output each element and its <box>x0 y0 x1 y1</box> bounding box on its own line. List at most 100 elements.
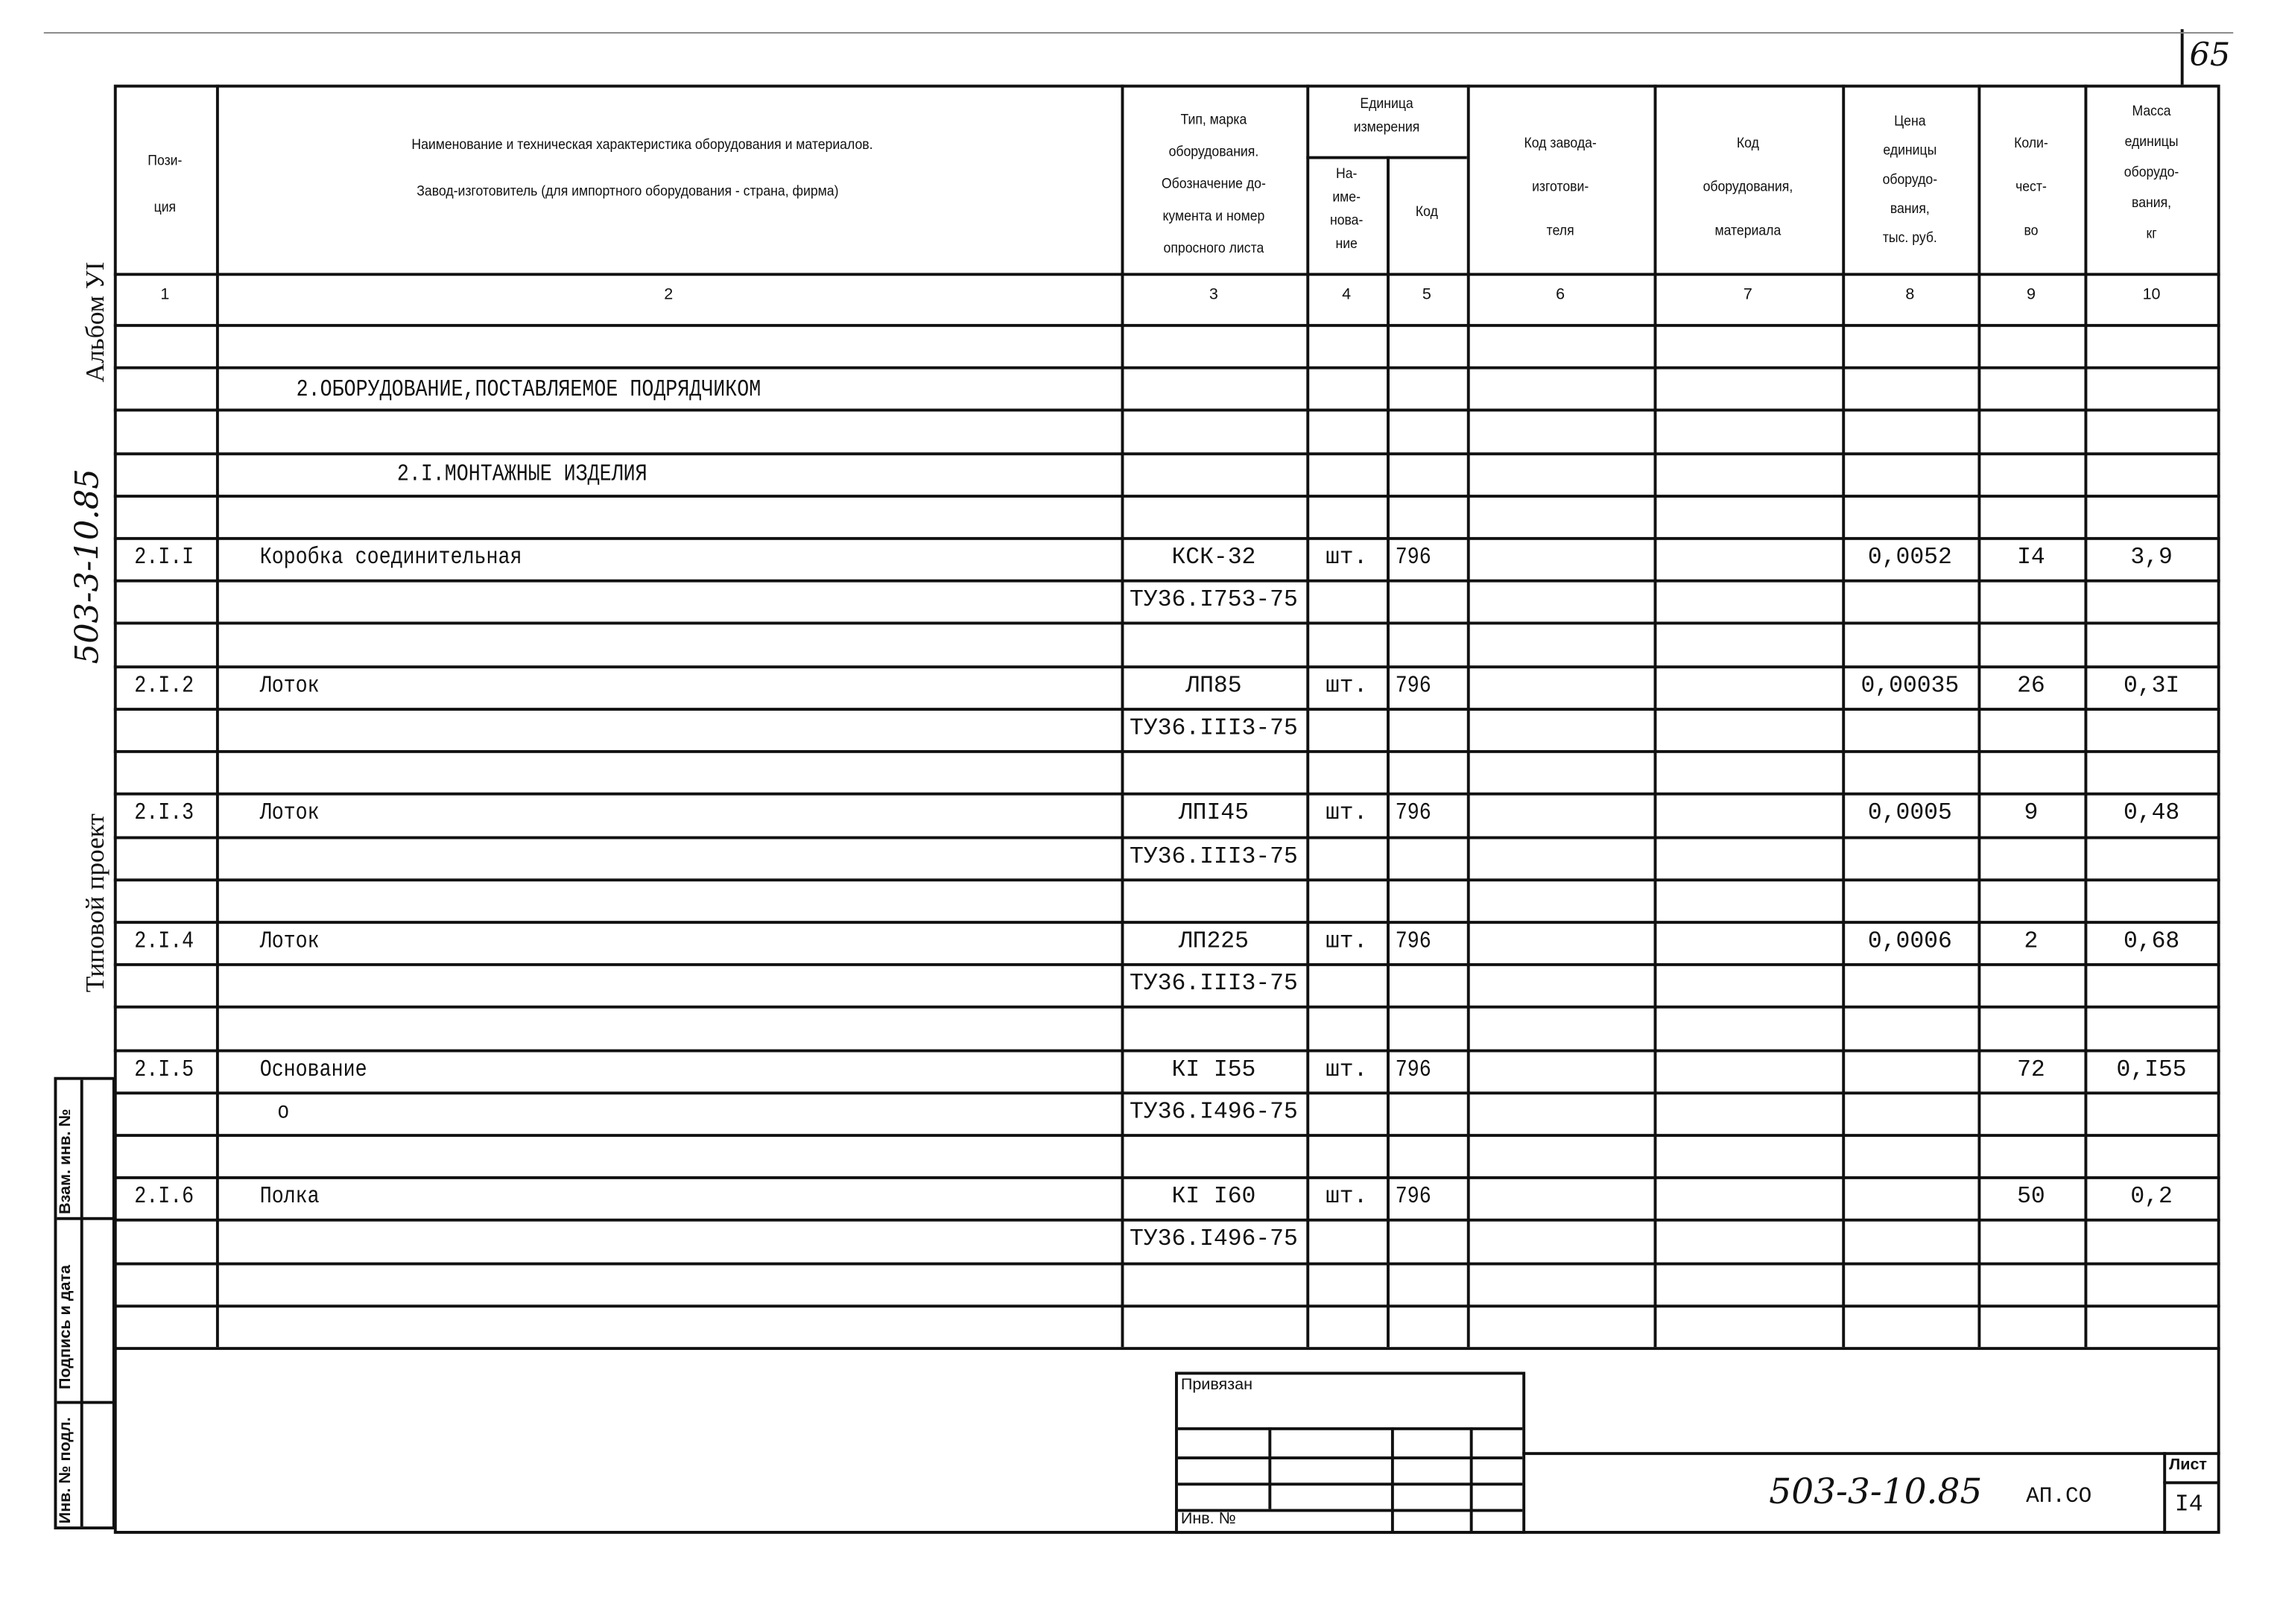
item-type: ЛП85 <box>1185 672 1242 699</box>
column-divider <box>1653 84 1657 1348</box>
row-divider <box>113 835 2220 839</box>
header-unit-group: Единица измерения <box>1353 96 1420 136</box>
attached-label: Привязан <box>1180 1376 1253 1394</box>
stamp-inv-label: Инв. № подл. <box>57 1417 75 1524</box>
document-code: 503-3-10.85 <box>1769 1471 1983 1512</box>
item-name: Основание <box>259 1056 367 1082</box>
row-divider <box>113 451 2220 455</box>
item-quantity: I4 <box>2017 544 2045 571</box>
column-number: 4 <box>1342 285 1352 304</box>
album-label: Альбом УI <box>80 261 110 383</box>
row-divider <box>113 1134 2220 1137</box>
item-quantity: 50 <box>2017 1184 2045 1211</box>
item-price: 0,0052 <box>1867 544 1952 571</box>
row-divider <box>113 920 2220 924</box>
row-divider <box>113 1006 2220 1009</box>
item-price: 0,00035 <box>1860 672 1960 699</box>
item-document: ТУ36.I496-75 <box>1130 1098 1298 1125</box>
header-mass: Масса единицы оборудо- вания, кг <box>2124 104 2179 243</box>
header-quantity: Коли- чест- во <box>2014 136 2048 240</box>
item-quantity: 72 <box>2017 1056 2045 1082</box>
item-mass: 0,2 <box>2130 1184 2173 1211</box>
header-name-line1: Наименование и техническая характеристик… <box>411 137 873 153</box>
column-number: 10 <box>2142 285 2161 304</box>
header-price: Цена единицы оборудо- вания, тыс. руб. <box>1882 113 1938 247</box>
item-unit-code: 796 <box>1395 1056 1431 1082</box>
column-divider <box>1977 84 1981 1348</box>
item-mass: 0,68 <box>2123 927 2180 955</box>
row-divider <box>113 367 2220 370</box>
column-number: 7 <box>1743 285 1752 304</box>
item-document: ТУ36.III3-75 <box>1130 714 1298 741</box>
row-divider <box>113 1261 2220 1265</box>
row-divider <box>113 622 2220 626</box>
item-position: 2.I.I <box>134 544 194 571</box>
row-divider <box>113 1048 2220 1052</box>
item-name: Лоток <box>259 800 320 827</box>
stamp-sign-label: Подпись и дата <box>57 1264 75 1389</box>
column-number: 1 <box>160 285 170 304</box>
item-unit-code: 796 <box>1395 672 1431 699</box>
page-number: 65 <box>2189 37 2231 74</box>
item-quantity: 26 <box>2017 672 2045 699</box>
item-unit-code: 796 <box>1395 927 1431 955</box>
header-position: Пози- ция <box>148 153 183 216</box>
header-unit-code: Код <box>1415 204 1438 221</box>
header-unit-name: На- име- нова- ние <box>1329 166 1364 253</box>
item-name: Полка <box>259 1184 320 1211</box>
subsection-title: 2.I.МОНТАЖНЫЕ ИЗДЕЛИЯ <box>396 461 647 488</box>
item-price: 0,0005 <box>1867 800 1952 827</box>
column-number: 8 <box>1905 285 1915 304</box>
sheet-label: Лист <box>2169 1456 2208 1474</box>
column-number: 3 <box>1209 285 1218 304</box>
header-type: Тип, марка оборудования. Обозначение до-… <box>1161 112 1266 257</box>
header-factory-code: Код завода- изготови- теля <box>1524 136 1597 240</box>
column-number: 2 <box>664 285 674 304</box>
item-mass: 0,I55 <box>2116 1056 2187 1082</box>
item-name: Лоток <box>259 672 320 699</box>
item-unit: шт. <box>1325 1056 1368 1082</box>
item-type: КСК-32 <box>1171 544 1256 571</box>
column-divider <box>1466 84 1470 1348</box>
side-stamp: Взам. инв. № Подпись и дата Инв. № подл. <box>54 1076 115 1530</box>
column-divider <box>1842 84 1846 1348</box>
item-unit: шт. <box>1325 800 1368 827</box>
column-divider <box>1306 84 1310 1348</box>
item-unit: шт. <box>1325 1184 1368 1211</box>
stamp-replace-label: Взам. инв. № <box>57 1108 75 1214</box>
item-document: ТУ36.III3-75 <box>1130 970 1298 997</box>
attached-block: Привязан Инв. № <box>1174 1371 1526 1534</box>
row-divider <box>113 536 2220 540</box>
item-unit-code: 796 <box>1395 1184 1431 1211</box>
row-divider <box>113 750 2220 753</box>
row-divider <box>113 707 2220 711</box>
item-mass: 0,48 <box>2123 800 2180 827</box>
table-frame <box>113 84 2220 1534</box>
item-unit-code: 796 <box>1395 544 1431 571</box>
column-number: 5 <box>1422 285 1431 304</box>
row-divider <box>113 664 2220 668</box>
row-divider <box>113 1304 2220 1307</box>
item-price: 0,0006 <box>1867 927 1952 955</box>
row-divider <box>113 409 2220 413</box>
row-divider <box>113 878 2220 881</box>
item-document: ТУ36.III3-75 <box>1130 843 1298 869</box>
header-name-line2: Завод-изготовитель (для импортного обору… <box>417 183 839 200</box>
row-divider <box>113 793 2220 796</box>
section-title: 2.ОБОРУДОВАНИЕ,ПОСТАВЛЯЕМОЕ ПОДРЯДЧИКОМ <box>296 376 761 403</box>
item-unit-code: 796 <box>1395 800 1431 827</box>
item-document: ТУ36.I753-75 <box>1130 587 1298 614</box>
sheet-number: I4 <box>2174 1491 2203 1518</box>
inv-no-label: Инв. № <box>1180 1510 1236 1529</box>
item-mass: 0,3I <box>2123 672 2180 699</box>
typical-project-label: Типовой проект <box>80 813 110 993</box>
row-divider <box>113 1176 2220 1180</box>
item-quantity: 9 <box>2024 800 2039 827</box>
row-divider <box>113 1219 2220 1222</box>
item-position: 2.I.5 <box>134 1056 194 1082</box>
column-number: 6 <box>1556 285 1565 304</box>
item-position: 2.I.3 <box>134 800 194 827</box>
row-divider <box>113 963 2220 967</box>
header-equipment-code: Код оборудования, материала <box>1703 136 1793 240</box>
